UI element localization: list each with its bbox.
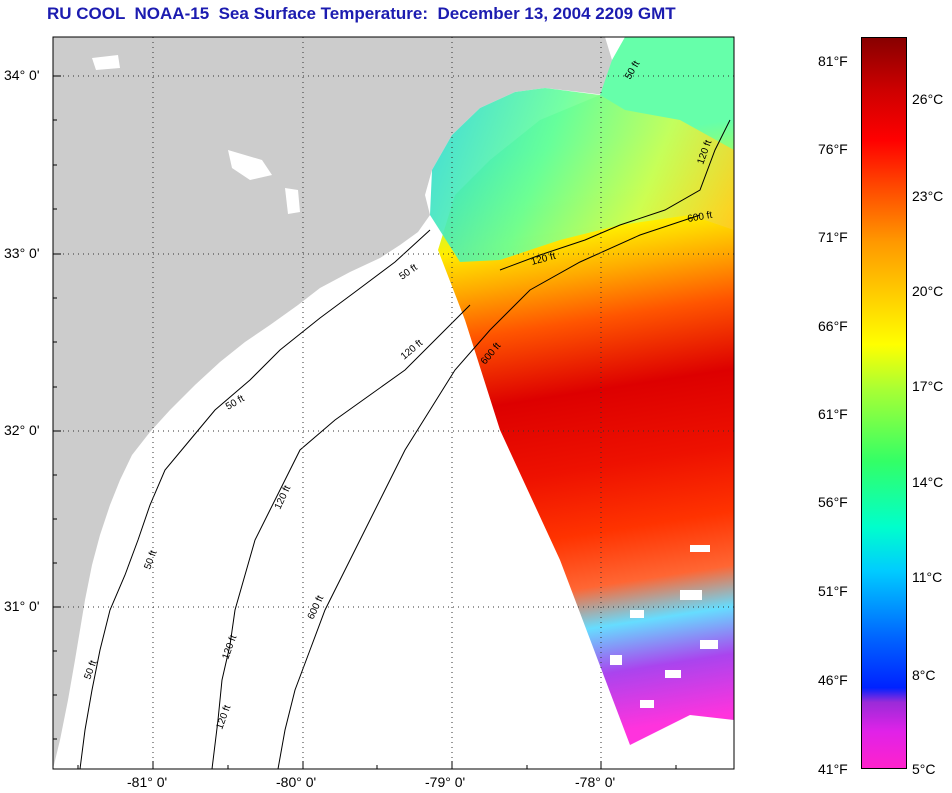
land-area [53, 37, 612, 769]
lon-label-78: -78° 0' [575, 774, 616, 790]
map-grid [53, 37, 734, 769]
colorbar-f-label-81: 81°F [818, 53, 848, 69]
lon-label-79: -79° 0' [425, 774, 466, 790]
map-frame [52, 36, 735, 770]
lat-label-34: 34° 0' [4, 67, 40, 83]
colorbar-f-label-76: 76°F [818, 141, 848, 157]
inland-lake [228, 150, 272, 180]
colorbar-c-label-23: 23°C [912, 188, 944, 204]
lat-label-33: 33° 0' [4, 245, 40, 261]
sst-coastal-band [430, 88, 734, 262]
inland-lake [92, 55, 120, 70]
lat-label-31: 31° 0' [4, 598, 40, 614]
lon-label-80: -80° 0' [276, 774, 317, 790]
colorbar-c-label-11: 11°C [912, 569, 943, 585]
colorbar-c-label-20: 20°C [912, 283, 944, 299]
map-title: RU COOL NOAA-15 Sea Surface Temperature:… [47, 4, 676, 23]
contour-50ft [79, 229, 431, 769]
lat-label-32: 32° 0' [4, 422, 40, 438]
contour-600ft [277, 214, 701, 769]
depth-contours [79, 119, 731, 769]
contour-label-600ft-c: 600 ft [687, 210, 714, 225]
colorbar-f-label-51: 51°F [818, 583, 848, 599]
cloud-patches [610, 545, 718, 708]
colorbar-f-label-71: 71°F [818, 229, 848, 245]
lon-label-81: -81° 0' [127, 774, 168, 790]
colorbar-f-label-41: 41°F [818, 761, 848, 777]
colorbar-c-label-14: 14°C [912, 474, 944, 490]
inland-lake [285, 188, 300, 214]
colorbar-f-label-46: 46°F [818, 672, 848, 688]
colorbar-c-label-17: 17°C [912, 378, 944, 394]
contour-120ft-offshore [499, 119, 731, 271]
colorbar-f-label-61: 61°F [818, 406, 848, 422]
colorbar-f-label-66: 66°F [818, 318, 848, 334]
colorbar-c-label-26: 26°C [912, 91, 944, 107]
colorbar-c-label-5: 5°C [912, 761, 936, 777]
axis-ticks [53, 75, 677, 769]
contour-120ft [211, 304, 471, 769]
colorbar-c-label-8: 8°C [912, 667, 936, 683]
temperature-colorbar [861, 37, 907, 769]
colorbar-f-label-56: 56°F [818, 494, 848, 510]
